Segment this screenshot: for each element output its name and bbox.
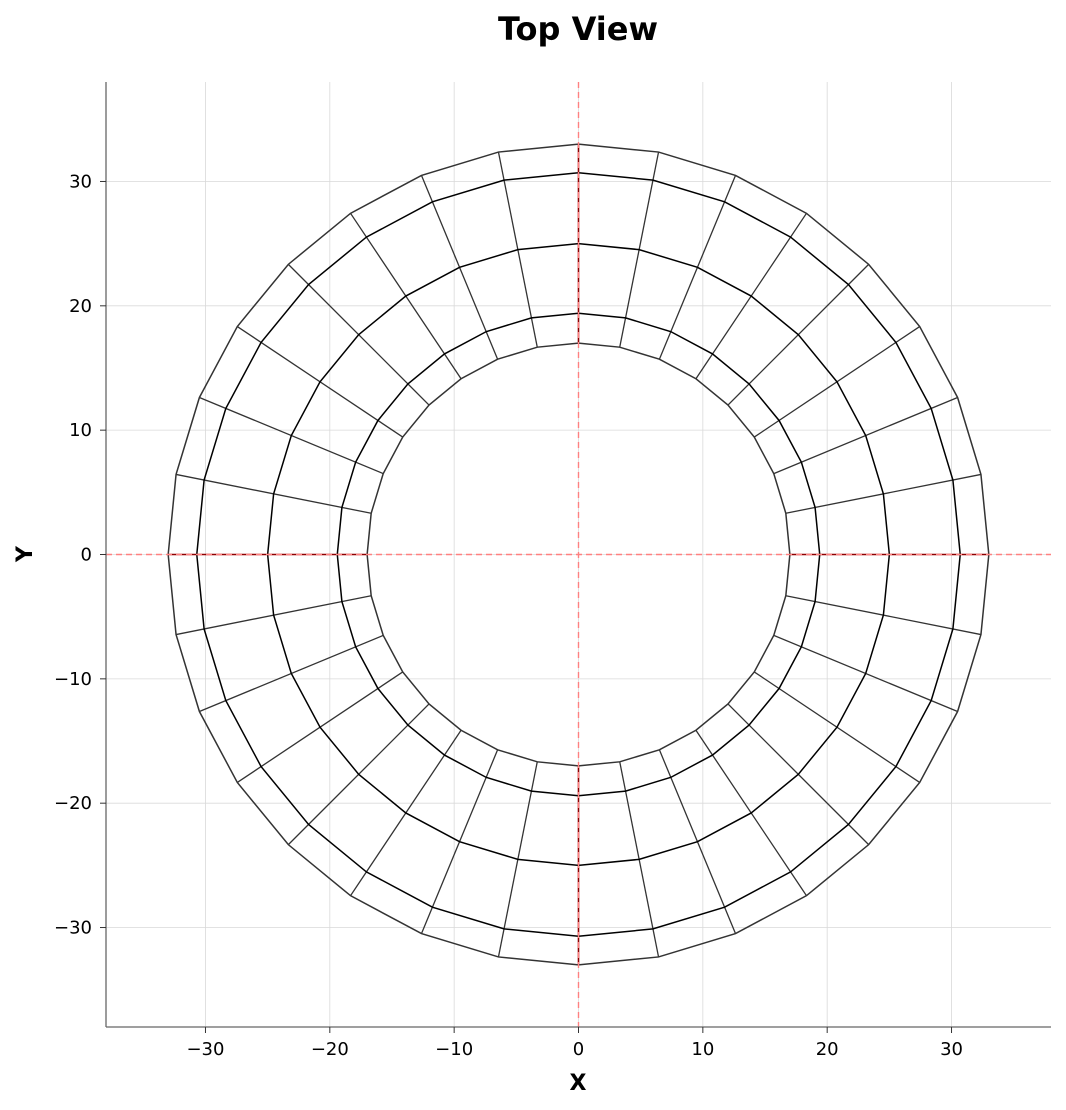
y-ticks: −30 −20 −10 0 10 20 30: [54, 171, 106, 939]
y-tick-label: 20: [69, 296, 92, 317]
x-tick-label: −10: [435, 1039, 473, 1060]
x-tick-label: 0: [573, 1039, 584, 1060]
x-tick-label: −20: [311, 1039, 349, 1060]
y-tick-label: −10: [54, 669, 92, 690]
x-axis-label: X: [570, 1071, 587, 1096]
x-tick-label: −30: [186, 1039, 224, 1060]
y-axis-label: Y: [13, 545, 38, 563]
y-tick-label: −30: [54, 918, 92, 939]
y-tick-label: −20: [54, 793, 92, 814]
chart-title: Top View: [498, 10, 658, 48]
x-ticks: −30 −20 −10 0 10 20 30: [186, 1027, 963, 1060]
x-tick-label: 10: [691, 1039, 714, 1060]
y-tick-label: 30: [69, 171, 92, 192]
x-tick-label: 30: [940, 1039, 963, 1060]
y-tick-label: 10: [69, 420, 92, 441]
y-tick-label: 0: [81, 545, 92, 566]
x-tick-label: 20: [816, 1039, 839, 1060]
reference-lines: [106, 82, 1051, 1027]
